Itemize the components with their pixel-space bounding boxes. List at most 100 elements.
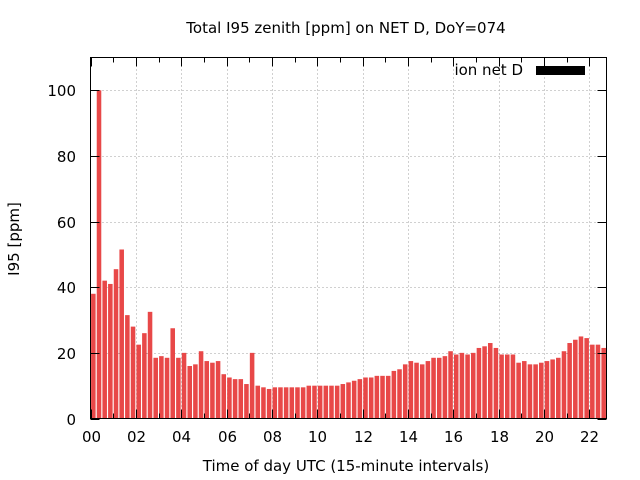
x-tick-label: 00 [82,428,101,446]
x-tick-label: 18 [490,428,509,446]
legend-swatch [536,66,585,75]
y-tick-label: 80 [57,148,76,166]
y-tick-label: 100 [47,82,76,100]
bar [590,344,595,419]
bar [130,326,136,419]
bar [170,328,175,419]
bar [453,354,459,419]
bar [102,280,107,419]
bar [470,352,476,419]
bar [351,380,357,419]
grid [90,57,607,419]
bar [312,385,317,419]
bar [436,357,442,419]
bar [493,347,499,419]
y-tick-label: 0 [66,411,76,429]
bar [448,351,453,419]
bar [278,387,283,419]
bar [329,385,334,419]
x-tick-label: 08 [263,428,282,446]
bar [374,375,380,419]
bar [193,364,198,419]
bar [249,352,255,419]
x-tick-label: 16 [444,428,463,446]
bar [113,269,119,419]
bar [295,387,300,419]
x-tick-label: 20 [535,428,554,446]
bar [261,387,266,419]
bar [584,338,589,419]
legend: ion net D [454,61,585,79]
plot-frame [90,57,607,419]
y-axis-label: I95 [ppm] [5,202,23,276]
legend-label: ion net D [454,61,523,79]
bar [482,346,487,419]
bar [300,387,306,419]
bar [510,354,516,419]
bar [595,344,601,419]
bar [96,90,102,419]
bar [244,384,249,419]
bar [465,354,470,419]
bar [317,385,323,419]
x-tick-label: 04 [172,428,191,446]
bar [142,333,147,419]
bar [578,336,584,419]
bar [539,362,544,419]
bar [306,385,312,419]
bar [283,387,289,419]
x-tick-label: 22 [580,428,599,446]
axis-ticks: 0 20 40 60 80 100 00 02 04 06 08 10 12 14 16 18 20 22 [47,57,607,446]
bar [397,369,402,419]
x-tick-label: 02 [127,428,146,446]
bar [108,283,113,419]
bar [561,351,567,419]
bar [210,362,215,419]
bar [499,354,504,419]
bar [573,339,578,419]
x-tick-label: 06 [218,428,237,446]
bar [181,352,187,419]
bar [419,364,425,419]
bar [266,388,272,419]
bars [91,90,606,419]
bar [136,344,141,419]
x-axis-label: Time of day UTC (15-minute intervals) [202,457,489,475]
bar [414,362,419,419]
bar [425,361,431,419]
bar [232,379,238,419]
bar [357,379,363,419]
bar [380,375,385,419]
bar [516,362,521,419]
bar [215,361,221,419]
bar [385,375,391,419]
bar [522,361,527,419]
bar [442,356,448,419]
bar [238,379,244,419]
bar [91,293,96,419]
bar [363,377,368,419]
bar [159,356,164,419]
x-tick-label: 12 [354,428,373,446]
bar [221,374,227,419]
bar [340,384,346,419]
bar [227,377,232,419]
bar [476,347,482,419]
bar [556,357,561,419]
bar [533,364,538,419]
bar [323,385,329,419]
bar [550,359,555,419]
bar [487,343,493,419]
bar [346,382,351,419]
y-tick-label: 20 [57,345,76,363]
bar [147,311,153,419]
bar [544,361,550,419]
x-tick-label: 10 [308,428,327,446]
bar [334,385,340,419]
bar [119,249,124,419]
y-tick-label: 60 [57,214,76,232]
bar [198,351,204,419]
y-tick-label: 40 [57,279,76,297]
bar [408,361,414,419]
